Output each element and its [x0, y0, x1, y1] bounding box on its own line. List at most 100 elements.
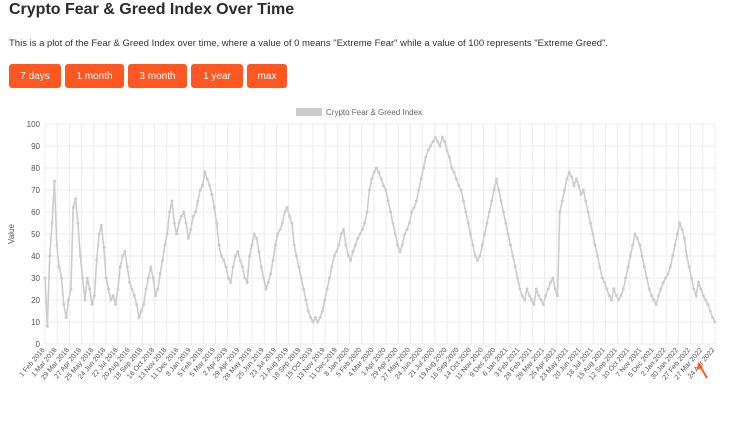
data-point — [302, 287, 306, 291]
data-point — [311, 320, 315, 324]
data-point — [711, 316, 715, 320]
data-point — [276, 232, 280, 236]
data-point — [316, 320, 320, 324]
data-point — [351, 250, 355, 254]
data-point — [259, 265, 263, 269]
range-max-button[interactable]: max — [247, 64, 287, 88]
data-point — [156, 287, 160, 291]
data-point — [598, 265, 602, 269]
data-point — [344, 243, 348, 247]
data-point — [685, 254, 689, 258]
data-point — [485, 221, 489, 225]
data-point — [243, 276, 247, 280]
chart-grid — [44, 123, 716, 345]
data-point — [525, 287, 529, 291]
y-tick-label: 40 — [31, 252, 40, 261]
range-1-month-button[interactable]: 1 month — [65, 64, 124, 88]
data-point — [645, 276, 649, 280]
data-point — [492, 188, 496, 192]
data-point — [365, 210, 369, 214]
legend-swatch — [296, 108, 322, 116]
data-point — [577, 184, 581, 188]
data-point — [137, 316, 141, 320]
data-point — [654, 302, 658, 306]
data-point — [497, 188, 501, 192]
data-point — [617, 298, 621, 302]
data-point — [600, 276, 604, 280]
data-point — [478, 254, 482, 258]
data-point — [480, 243, 484, 247]
data-point — [457, 184, 461, 188]
data-point — [701, 294, 705, 298]
data-point — [215, 221, 219, 225]
data-point — [638, 243, 642, 247]
data-point — [414, 199, 418, 203]
y-tick-label: 10 — [31, 318, 40, 327]
data-point — [231, 265, 235, 269]
data-point — [389, 210, 393, 214]
data-point — [273, 243, 277, 247]
data-point — [226, 276, 230, 280]
data-point — [48, 254, 52, 258]
data-point — [210, 192, 214, 196]
data-point — [624, 276, 628, 280]
data-point — [520, 294, 524, 298]
data-point — [203, 170, 207, 174]
data-point — [290, 221, 294, 225]
data-point — [704, 298, 708, 302]
data-point — [501, 210, 505, 214]
range-7-days-button[interactable]: 7 days — [9, 64, 61, 88]
data-point — [196, 199, 200, 203]
chart-legend[interactable]: Crypto Fear & Greed Index — [296, 108, 422, 117]
data-point — [130, 287, 134, 291]
data-point — [217, 243, 221, 247]
data-point — [304, 298, 308, 302]
data-point — [513, 265, 517, 269]
data-point — [172, 221, 176, 225]
data-point — [186, 236, 190, 240]
data-point — [417, 188, 421, 192]
data-point — [694, 294, 698, 298]
y-axis-ticks: 0 10 20 30 40 50 60 70 80 90 100 — [27, 120, 41, 349]
data-point — [179, 214, 183, 218]
data-point — [523, 298, 527, 302]
data-point — [509, 243, 512, 247]
data-point — [664, 276, 668, 280]
data-point — [330, 265, 334, 269]
data-point — [104, 276, 108, 280]
data-point — [139, 309, 143, 313]
data-point — [135, 302, 139, 306]
data-point — [342, 228, 346, 232]
range-1-year-button[interactable]: 1 year — [191, 64, 243, 88]
data-point — [612, 287, 616, 291]
data-point — [201, 184, 204, 188]
data-point — [422, 166, 425, 170]
data-point — [116, 287, 120, 291]
data-point — [144, 287, 148, 291]
data-point — [532, 302, 536, 306]
data-point — [372, 170, 376, 174]
data-point — [534, 287, 538, 291]
data-point — [43, 276, 47, 280]
data-point — [224, 265, 228, 269]
data-point — [168, 210, 172, 214]
data-point — [377, 170, 381, 174]
data-point — [62, 302, 66, 306]
data-point — [313, 316, 317, 320]
data-point — [605, 287, 609, 291]
range-3-month-button[interactable]: 3 month — [128, 64, 187, 88]
data-point — [593, 243, 597, 247]
data-point — [349, 258, 353, 262]
data-point — [504, 221, 508, 225]
y-tick-label: 0 — [36, 340, 41, 349]
data-point — [647, 287, 651, 291]
data-point — [464, 210, 468, 214]
data-point — [45, 324, 49, 328]
data-point — [92, 294, 96, 298]
data-point — [325, 287, 329, 291]
data-point — [393, 232, 397, 236]
data-point — [666, 272, 670, 276]
data-point — [295, 254, 298, 258]
data-point — [177, 221, 181, 225]
